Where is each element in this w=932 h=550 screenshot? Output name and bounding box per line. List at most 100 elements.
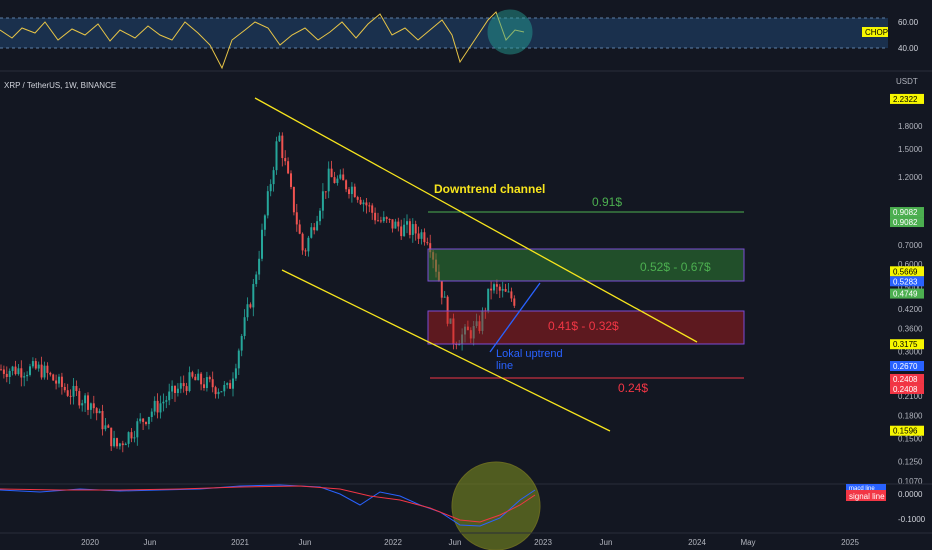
candle-body xyxy=(145,421,147,425)
candle-body xyxy=(292,186,295,213)
price-badge xyxy=(890,207,924,218)
candle-body xyxy=(98,410,101,414)
candle-body xyxy=(440,280,443,298)
candle-body xyxy=(31,361,34,367)
candle-body xyxy=(237,350,240,369)
price-tick: 0.1250 xyxy=(898,457,923,466)
chop-level-40: 40.00 xyxy=(898,44,919,53)
candle-body xyxy=(379,220,382,222)
candle-body xyxy=(475,321,478,327)
candle-body xyxy=(333,177,336,184)
time-tick: 2025 xyxy=(841,538,859,547)
macd-highlight-circle xyxy=(451,461,541,550)
candle-body xyxy=(504,288,507,292)
level-024-label: 0.24$ xyxy=(618,381,648,395)
time-tick: May xyxy=(740,538,755,547)
candle-body xyxy=(60,376,63,387)
candle-body xyxy=(490,288,493,291)
candle-body xyxy=(229,383,232,389)
macd-line xyxy=(0,484,536,527)
candle-body xyxy=(359,199,362,205)
price-tick: 0.6000 xyxy=(898,260,923,269)
price-tick: 1.8000 xyxy=(898,122,923,131)
candle-body xyxy=(408,221,411,235)
candle-body xyxy=(498,286,501,291)
candle-body xyxy=(188,372,191,392)
candle-body xyxy=(336,178,339,184)
price-badge-label: 0.5283 xyxy=(893,277,918,286)
candle-body xyxy=(290,173,292,187)
candle-body xyxy=(20,368,23,378)
price-tick: 0.7000 xyxy=(898,241,923,250)
symbol-line: XRP / TetherUS, 1W, BINANCE xyxy=(4,81,116,90)
candle-body xyxy=(246,304,249,318)
candle-body xyxy=(510,291,513,299)
candle-body xyxy=(258,258,261,275)
price-badge xyxy=(890,360,924,371)
candle-body xyxy=(466,326,469,331)
candle-body xyxy=(371,205,374,213)
chop-label-badge xyxy=(862,27,888,37)
signal-legend-badge xyxy=(846,490,886,501)
candle-body xyxy=(313,227,316,231)
candle-body xyxy=(185,386,188,392)
price-badge xyxy=(890,339,924,350)
candle-body xyxy=(298,224,301,234)
candle-body xyxy=(168,391,171,401)
candle-body xyxy=(249,304,252,308)
zone-green-label: 0.52$ - 0.67$ xyxy=(640,260,711,274)
candle-body xyxy=(37,364,40,369)
macd-level-neg: -0.1000 xyxy=(898,515,926,524)
candle-body xyxy=(255,274,258,285)
time-tick: Jun xyxy=(299,538,312,547)
candle-body xyxy=(400,226,403,237)
candle-body xyxy=(200,373,203,385)
candle-body xyxy=(266,191,269,216)
time-tick: Jun xyxy=(449,538,462,547)
candle-body xyxy=(472,326,475,339)
price-badge xyxy=(890,93,924,104)
zone-green xyxy=(427,248,745,282)
price-badge xyxy=(890,425,924,436)
candle-body xyxy=(287,161,290,174)
price-badge-label: 0.1596 xyxy=(893,427,918,436)
candle-body xyxy=(452,318,455,344)
candle-body xyxy=(139,418,142,422)
candle-body xyxy=(5,373,8,377)
price-badge xyxy=(890,288,924,299)
time-tick: 2020 xyxy=(81,538,99,547)
candle-body xyxy=(232,378,234,389)
candle-body xyxy=(43,365,46,378)
candle-body xyxy=(321,191,324,211)
price-badge xyxy=(890,266,924,277)
candle-body xyxy=(133,437,136,439)
price-badge-label: 0.5669 xyxy=(893,267,918,276)
candle-body xyxy=(420,232,423,239)
time-tick: 2021 xyxy=(231,538,249,547)
uptrend-line xyxy=(489,282,541,353)
candle-body xyxy=(40,364,43,378)
chop-panel: 60.00 40.00 CHOP xyxy=(0,9,919,70)
candle-body xyxy=(101,410,104,430)
candle-body xyxy=(92,403,95,409)
candle-body xyxy=(261,229,263,259)
candle-body xyxy=(81,403,84,406)
candle-body xyxy=(391,219,394,229)
signal-legend-label: signal line xyxy=(849,492,885,501)
candle-body xyxy=(397,221,400,227)
candle-body xyxy=(214,387,217,395)
candle-body xyxy=(362,202,365,205)
time-tick: 2022 xyxy=(384,538,402,547)
candle-body xyxy=(153,400,156,412)
candle-body xyxy=(52,374,55,381)
candle-body xyxy=(34,361,37,369)
level-091-label: 0.91$ xyxy=(592,195,622,209)
candle-body xyxy=(49,372,52,375)
candle-body xyxy=(87,395,89,410)
candle-body xyxy=(118,443,121,447)
price-tick: 0.3600 xyxy=(898,324,923,333)
macd-panel: 0.0000 -0.1000 macd line signal line xyxy=(0,461,926,550)
candle-body xyxy=(55,380,58,384)
candle-body xyxy=(11,366,14,371)
candle-body xyxy=(429,243,432,253)
